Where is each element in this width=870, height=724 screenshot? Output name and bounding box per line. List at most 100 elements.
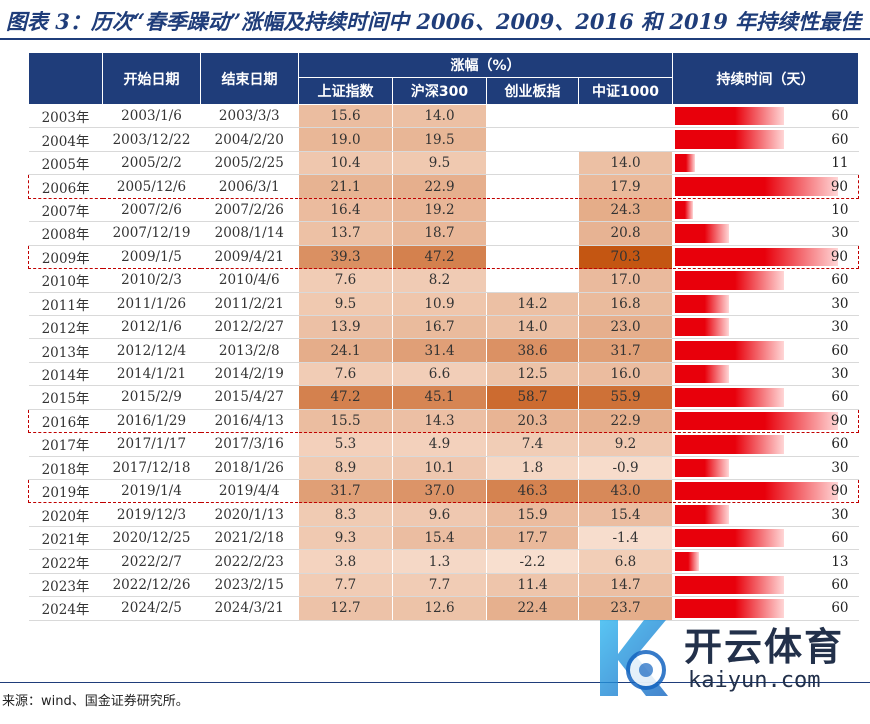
duration-value: 60	[831, 342, 849, 359]
end-date-cell: 2014/2/19	[200, 362, 299, 387]
watermark-logo-icon	[600, 620, 668, 696]
chinext-cell	[486, 151, 579, 176]
start-date-cell: 2024/2/5	[102, 596, 201, 621]
csi1000-cell: 17.0	[577, 268, 674, 293]
shanghai-cell: 8.3	[298, 502, 393, 527]
chinext-cell: 22.4	[486, 596, 579, 621]
table-row: 2023年 2022/12/26 2023/2/15 7.7 7.7 11.4 14.7 60	[28, 573, 859, 598]
csi1000-cell: 24.3	[577, 198, 674, 223]
year-cell: 2014年	[28, 362, 103, 387]
duration-cell: 90	[672, 174, 860, 199]
end-date-cell: 2015/4/27	[200, 385, 299, 410]
shanghai-cell: 12.7	[298, 596, 393, 621]
year-cell: 2010年	[28, 268, 103, 293]
start-date-cell: 2012/12/4	[102, 338, 201, 363]
duration-cell: 13	[672, 549, 859, 574]
year-cell: 2011年	[28, 292, 103, 316]
start-date-cell: 2020/12/25	[102, 526, 201, 551]
duration-cell: 30	[672, 456, 859, 481]
table-row: 2014年 2014/1/21 2014/2/19 7.6 6.6 12.5 16.0 30	[28, 362, 859, 387]
duration-bar	[675, 435, 784, 454]
end-date-cell: 2021/2/18	[200, 526, 299, 551]
shanghai-cell: 7.6	[298, 268, 393, 293]
hs300-cell: 14.3	[392, 408, 487, 434]
duration-cell: 60	[672, 526, 859, 551]
duration-value: 10	[831, 201, 849, 218]
hs300-cell: 31.4	[392, 338, 487, 363]
start-date-cell: 2012/1/6	[102, 315, 201, 340]
shanghai-cell: 15.6	[298, 104, 393, 129]
year-cell: 2022年	[28, 549, 103, 574]
header-gain: 涨幅（%）	[297, 52, 674, 78]
hs300-cell: 14.0	[392, 104, 487, 129]
chinext-cell: 12.5	[486, 362, 579, 387]
shanghai-cell: 9.5	[298, 292, 393, 316]
csi1000-cell: 43.0	[577, 478, 674, 504]
duration-value: 90	[830, 248, 849, 265]
shanghai-cell: 5.3	[298, 432, 393, 457]
duration-bar	[675, 505, 730, 524]
header-start-date: 开始日期	[102, 52, 201, 105]
csi1000-cell: 9.2	[577, 432, 674, 457]
start-date-cell: 2014/1/21	[102, 362, 201, 387]
header-csi1000: 中证1000	[577, 77, 674, 105]
duration-value: 11	[831, 155, 849, 172]
duration-bar	[675, 388, 784, 407]
year-cell: 2012年	[28, 315, 103, 340]
duration-bar	[675, 247, 838, 267]
chinext-cell	[486, 268, 579, 293]
end-date-cell: 2004/2/20	[200, 127, 299, 152]
duration-cell: 10	[672, 198, 859, 223]
duration-bar	[675, 552, 699, 571]
table-row: 2003年 2003/1/6 2003/3/3 15.6 14.0 60	[28, 104, 859, 129]
csi1000-cell: 17.9	[577, 174, 674, 199]
duration-bar	[675, 107, 784, 126]
duration-cell: 60	[672, 385, 859, 410]
csi1000-cell: 31.7	[577, 338, 674, 363]
hs300-cell: 45.1	[392, 385, 487, 410]
end-date-cell: 2011/2/21	[200, 292, 299, 316]
csi1000-cell: 16.0	[577, 362, 674, 387]
duration-value: 60	[831, 576, 849, 593]
chinext-cell: 14.0	[486, 315, 579, 340]
duration-value: 30	[831, 366, 849, 383]
duration-bar	[675, 482, 838, 501]
table-row: 2009年 2009/1/5 2009/4/21 39.3 47.2 70.3 90	[28, 244, 860, 270]
chinext-cell: 1.8	[486, 456, 579, 481]
start-date-cell: 2022/12/26	[102, 573, 201, 598]
header-duration: 持续时间（天）	[672, 52, 860, 105]
duration-bar	[675, 317, 730, 337]
duration-bar	[675, 341, 784, 360]
end-date-cell: 2003/3/3	[200, 104, 299, 129]
end-date-cell: 2012/2/27	[200, 315, 299, 340]
duration-value: 60	[831, 389, 849, 406]
year-cell: 2006年	[28, 174, 103, 199]
hs300-cell: 10.1	[392, 456, 487, 481]
chinext-cell	[486, 221, 579, 246]
table-row: 2022年 2022/2/7 2022/2/23 3.8 1.3 -2.2 6.8 13	[28, 549, 859, 574]
start-date-cell: 2003/1/6	[102, 104, 201, 129]
year-cell: 2009年	[28, 244, 103, 270]
chinext-cell: 14.2	[486, 292, 579, 316]
start-date-cell: 2019/1/4	[102, 478, 201, 504]
hs300-cell: 19.5	[392, 127, 487, 152]
csi1000-cell: 23.7	[577, 596, 674, 621]
duration-bar	[675, 224, 730, 243]
csi1000-cell: -1.4	[577, 526, 674, 551]
shanghai-cell: 15.5	[298, 408, 393, 434]
end-date-cell: 2010/4/6	[200, 268, 299, 293]
chinext-cell	[486, 127, 579, 152]
csi1000-cell: 14.0	[577, 151, 674, 176]
duration-bar	[675, 411, 838, 431]
start-date-cell: 2019/12/3	[102, 502, 201, 527]
start-date-cell: 2005/12/6	[102, 174, 201, 199]
year-cell: 2020年	[28, 502, 103, 527]
duration-cell: 30	[672, 315, 859, 340]
duration-cell: 60	[672, 573, 859, 598]
year-cell: 2021年	[28, 526, 103, 551]
end-date-cell: 2005/2/25	[200, 151, 299, 176]
duration-cell: 30	[672, 502, 859, 527]
duration-bar	[675, 575, 784, 595]
header-end-date: 结束日期	[200, 52, 299, 105]
duration-value: 60	[831, 272, 849, 289]
